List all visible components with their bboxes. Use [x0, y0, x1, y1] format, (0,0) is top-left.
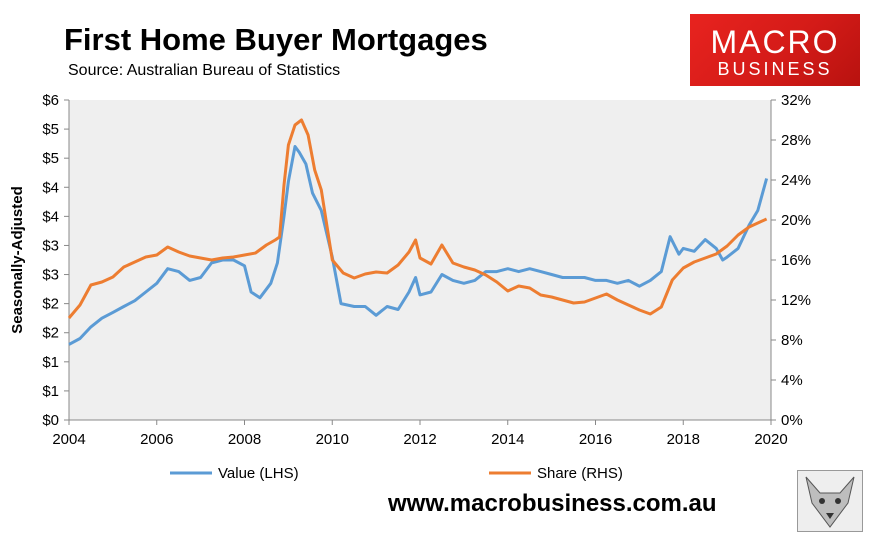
series-line-share	[67, 118, 768, 319]
left-tick-label: $4	[42, 179, 59, 196]
x-tick-label: 2008	[228, 431, 261, 448]
right-tick-label: 8%	[781, 332, 803, 349]
left-tick-label: $5	[42, 121, 59, 138]
left-tick-label: $2	[42, 325, 59, 342]
left-tick-label: $6	[42, 92, 59, 109]
x-tick-label: 2018	[667, 431, 700, 448]
left-tick-label: $1	[42, 383, 59, 400]
x-tick-label: 2010	[316, 431, 349, 448]
left-tick-label: $5	[42, 150, 59, 167]
chart-series	[67, 118, 769, 346]
right-tick-label: 0%	[781, 412, 803, 429]
left-tick-label: $4	[42, 208, 59, 225]
left-tick-label: $2	[42, 296, 59, 313]
legend-label: Share (RHS)	[537, 465, 623, 482]
series-line-value	[68, 145, 769, 346]
fox-logo-image	[797, 470, 863, 532]
macrobusiness-logo: MACRO BUSINESS	[690, 14, 860, 86]
logo-line-1: MACRO	[710, 24, 840, 60]
right-tick-label: 16%	[781, 252, 811, 269]
x-tick-label: 2012	[403, 431, 436, 448]
right-tick-label: 32%	[781, 92, 811, 109]
plot-area	[69, 100, 771, 420]
x-tick-label: 2016	[579, 431, 612, 448]
chart-axes: 2004 2006 2008 2010 2012 2014 2016 2018 2020 $0 $1…	[42, 92, 811, 448]
right-tick-label: 12%	[781, 292, 811, 309]
chart-title: First Home Buyer Mortgages	[64, 22, 488, 57]
left-tick-label: $3	[42, 237, 59, 254]
logo-line-2: BUSINESS	[717, 59, 833, 79]
left-tick-label: $3	[42, 267, 59, 284]
x-tick-label: 2014	[491, 431, 524, 448]
chart-legend: Value (LHS) Share (RHS)	[170, 465, 623, 482]
right-tick-label: 24%	[781, 172, 811, 189]
left-tick-label: $0	[42, 412, 59, 429]
right-tick-label: 4%	[781, 372, 803, 389]
right-tick-label: 20%	[781, 212, 811, 229]
footer-url: www.macrobusiness.com.au	[388, 490, 717, 517]
y-axis-label: Seasonally-Adjusted	[9, 186, 26, 334]
x-tick-label: 2020	[754, 431, 787, 448]
left-tick-label: $1	[42, 354, 59, 371]
x-tick-label: 2006	[140, 431, 173, 448]
chart-subtitle: Source: Australian Bureau of Statistics	[68, 62, 341, 79]
legend-label: Value (LHS)	[218, 465, 299, 482]
right-tick-label: 28%	[781, 132, 811, 149]
x-tick-label: 2004	[52, 431, 85, 448]
